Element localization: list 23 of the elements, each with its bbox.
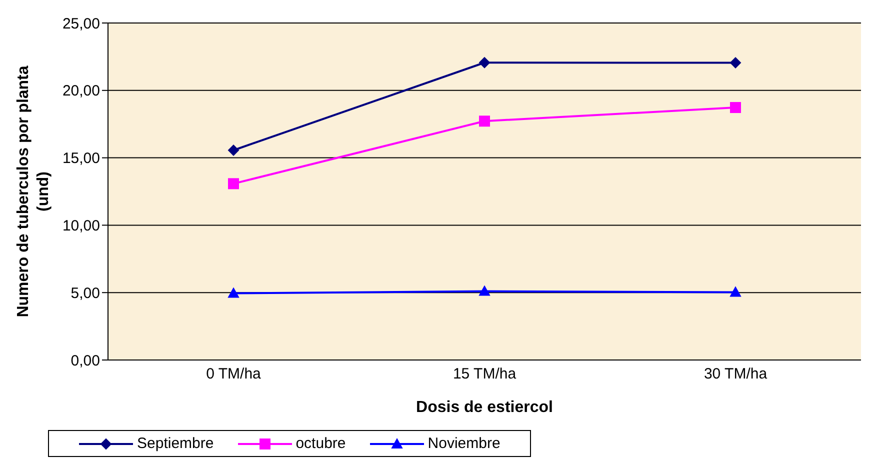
point [479, 57, 490, 68]
point [479, 286, 490, 296]
point [228, 178, 239, 190]
legend-label: octubre [296, 435, 346, 452]
point [730, 102, 741, 114]
point [479, 116, 490, 127]
point [730, 286, 741, 297]
x-axis-title: Dosis de estiercol [416, 399, 553, 416]
y-tick-label: 5,00 [70, 284, 100, 302]
point [730, 57, 741, 68]
y-axis-title: Numero de tuberculos por planta (und) [15, 66, 52, 318]
legend-label: Noviembre [428, 435, 500, 452]
x-tick-label: 0 TM/ha [206, 366, 262, 383]
x-tick-label: 30 TM/ha [704, 366, 768, 383]
y-tick-label: 0,00 [70, 352, 100, 370]
legend-label: Septiembre [137, 435, 214, 452]
y-tick-label: 15,00 [62, 150, 100, 168]
y-tick-label: 10,00 [62, 218, 100, 235]
x-tick-label: 15 TM/ha [452, 366, 517, 383]
y-tick-label: 25,00 [62, 15, 100, 32]
point [228, 288, 239, 298]
y-tick-label: 20,00 [62, 82, 100, 100]
point [228, 144, 239, 156]
